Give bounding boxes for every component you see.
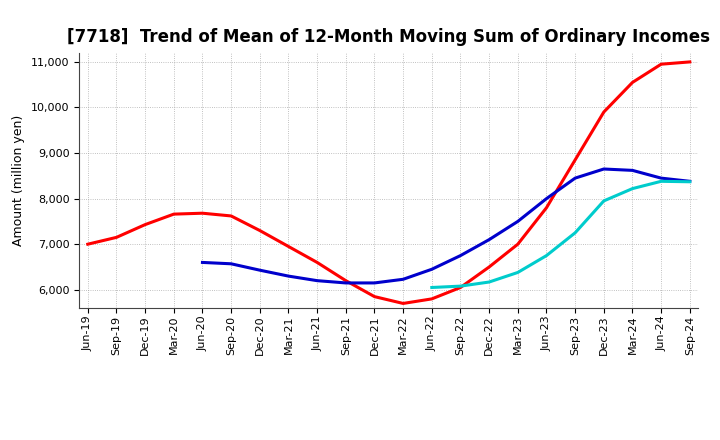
7 Years — [628, 186, 636, 191]
5 Years — [628, 168, 636, 173]
5 Years — [456, 253, 465, 258]
3 Years — [513, 242, 522, 247]
3 Years — [256, 228, 264, 233]
7 Years — [485, 279, 493, 285]
3 Years — [428, 296, 436, 301]
3 Years — [600, 110, 608, 115]
7 Years — [600, 198, 608, 204]
3 Years — [571, 157, 580, 162]
3 Years — [456, 285, 465, 290]
3 Years — [112, 235, 121, 240]
5 Years — [370, 280, 379, 286]
Line: 5 Years: 5 Years — [202, 169, 690, 283]
7 Years — [513, 270, 522, 275]
Title: [7718]  Trend of Mean of 12-Month Moving Sum of Ordinary Incomes: [7718] Trend of Mean of 12-Month Moving … — [67, 28, 711, 46]
5 Years — [227, 261, 235, 267]
7 Years — [571, 230, 580, 235]
5 Years — [685, 179, 694, 184]
3 Years — [198, 211, 207, 216]
5 Years — [513, 219, 522, 224]
5 Years — [571, 176, 580, 181]
5 Years — [600, 166, 608, 172]
5 Years — [284, 273, 293, 279]
7 Years — [428, 285, 436, 290]
3 Years — [485, 264, 493, 270]
3 Years — [399, 301, 408, 306]
3 Years — [169, 212, 178, 217]
3 Years — [312, 260, 321, 265]
7 Years — [456, 283, 465, 289]
5 Years — [542, 196, 551, 201]
3 Years — [370, 294, 379, 299]
Line: 7 Years: 7 Years — [432, 181, 690, 287]
3 Years — [628, 80, 636, 85]
5 Years — [399, 277, 408, 282]
3 Years — [657, 62, 665, 67]
7 Years — [685, 179, 694, 184]
Line: 3 Years: 3 Years — [88, 62, 690, 304]
5 Years — [256, 268, 264, 273]
5 Years — [312, 278, 321, 283]
3 Years — [685, 59, 694, 65]
3 Years — [341, 278, 350, 283]
3 Years — [284, 244, 293, 249]
3 Years — [227, 213, 235, 219]
3 Years — [542, 205, 551, 210]
5 Years — [341, 280, 350, 286]
5 Years — [657, 176, 665, 181]
3 Years — [141, 222, 150, 227]
3 Years — [84, 242, 92, 247]
5 Years — [428, 267, 436, 272]
7 Years — [657, 179, 665, 184]
7 Years — [542, 253, 551, 258]
5 Years — [485, 237, 493, 242]
5 Years — [198, 260, 207, 265]
Y-axis label: Amount (million yen): Amount (million yen) — [12, 115, 25, 246]
